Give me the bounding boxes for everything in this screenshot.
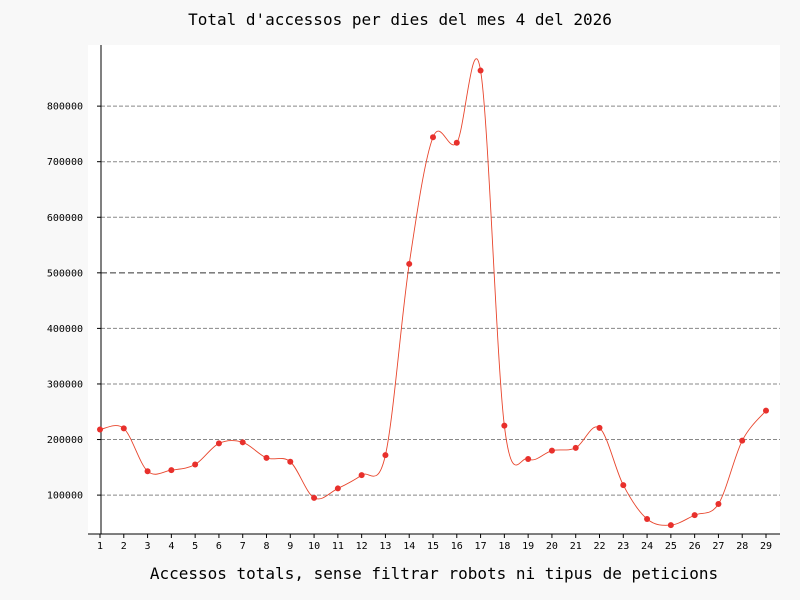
- data-point: [501, 422, 508, 429]
- x-tick-label: 8: [263, 541, 269, 552]
- data-point: [453, 139, 460, 146]
- data-point: [477, 67, 484, 74]
- x-tick-label: 27: [712, 541, 724, 552]
- data-point: [168, 467, 175, 474]
- x-axis-ticks: 1 2 3 4 5 6 7 8 9 10 11 12 13 14 15 16 17 18 19 20 21 22 23 24 2…: [97, 534, 772, 552]
- x-tick-label: 25: [665, 541, 677, 552]
- x-tick-label: 20: [546, 541, 558, 552]
- data-point: [667, 522, 674, 529]
- x-tick-label: 11: [332, 541, 344, 552]
- y-tick-label: 300000: [47, 379, 83, 390]
- data-point: [263, 454, 270, 461]
- y-tick-label: 500000: [47, 268, 83, 279]
- y-tick-label: 800000: [47, 102, 83, 113]
- x-tick-label: 14: [403, 541, 415, 552]
- x-tick-label: 16: [451, 541, 463, 552]
- chart-title: Total d'accessos per dies del mes 4 del …: [188, 10, 612, 29]
- data-point: [596, 424, 603, 431]
- data-point: [334, 485, 341, 492]
- data-point: [215, 440, 222, 447]
- data-point: [691, 512, 698, 519]
- data-point: [548, 447, 555, 454]
- x-tick-label: 12: [356, 541, 368, 552]
- x-tick-label: 21: [570, 541, 582, 552]
- y-axis-ticks: 100000 200000 300000 400000 500000 600000 7000…: [47, 102, 101, 502]
- x-tick-label: 1: [97, 541, 103, 552]
- data-point: [311, 494, 318, 501]
- data-point: [763, 407, 769, 414]
- data-point: [430, 134, 436, 141]
- x-tick-label: 13: [379, 541, 391, 552]
- data-point: [572, 444, 579, 451]
- x-tick-label: 2: [121, 541, 127, 552]
- y-tick-label: 700000: [47, 157, 83, 168]
- x-tick-label: 17: [475, 541, 487, 552]
- x-tick-label: 19: [522, 541, 534, 552]
- x-tick-label: 9: [287, 541, 293, 552]
- data-point: [287, 458, 294, 465]
- x-tick-label: 3: [145, 541, 151, 552]
- x-tick-label: 5: [192, 541, 198, 552]
- data-point: [715, 500, 722, 507]
- axes: [88, 45, 780, 535]
- x-tick-label: 18: [498, 541, 510, 552]
- x-tick-label: 10: [308, 541, 320, 552]
- x-tick-label: 23: [617, 541, 629, 552]
- x-tick-label: 22: [593, 541, 605, 552]
- data-point: [382, 452, 389, 459]
- data-point: [144, 468, 151, 475]
- y-tick-label: 600000: [47, 213, 83, 224]
- x-tick-label: 15: [427, 541, 439, 552]
- gridlines: [101, 105, 780, 496]
- series-points: [97, 67, 769, 529]
- plot-area: [88, 45, 780, 534]
- data-point: [239, 439, 246, 446]
- data-point: [192, 461, 199, 468]
- y-tick-label: 100000: [47, 491, 83, 502]
- x-tick-label: 29: [760, 541, 772, 552]
- x-axis-label: Accessos totals, sense filtrar robots ni…: [149, 564, 719, 583]
- data-point: [97, 426, 103, 433]
- x-tick-label: 6: [216, 541, 222, 552]
- data-point: [120, 425, 127, 432]
- x-tick-label: 24: [641, 541, 653, 552]
- data-point: [644, 515, 651, 522]
- x-tick-label: 4: [168, 541, 174, 552]
- data-point: [358, 472, 365, 479]
- x-tick-label: 7: [240, 541, 246, 552]
- y-tick-label: 200000: [47, 435, 83, 446]
- data-point: [620, 482, 627, 489]
- data-point: [406, 260, 413, 267]
- data-point: [739, 437, 746, 444]
- x-tick-label: 26: [689, 541, 701, 552]
- x-tick-label: 28: [736, 541, 748, 552]
- data-point: [525, 455, 532, 462]
- y-tick-label: 400000: [47, 324, 83, 335]
